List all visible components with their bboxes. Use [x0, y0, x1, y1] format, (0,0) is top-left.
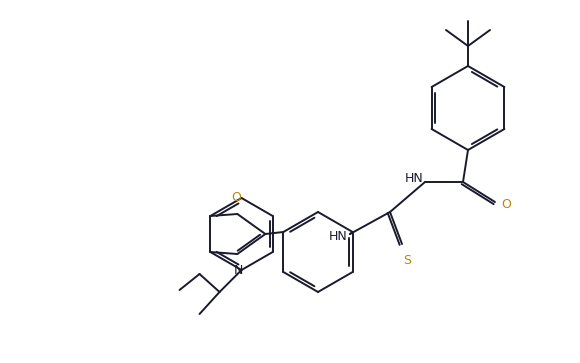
Text: S: S	[403, 254, 411, 267]
Text: N: N	[234, 264, 243, 277]
Text: O: O	[501, 199, 511, 212]
Text: HN: HN	[404, 172, 423, 185]
Text: O: O	[231, 191, 241, 204]
Text: HN: HN	[328, 229, 347, 242]
